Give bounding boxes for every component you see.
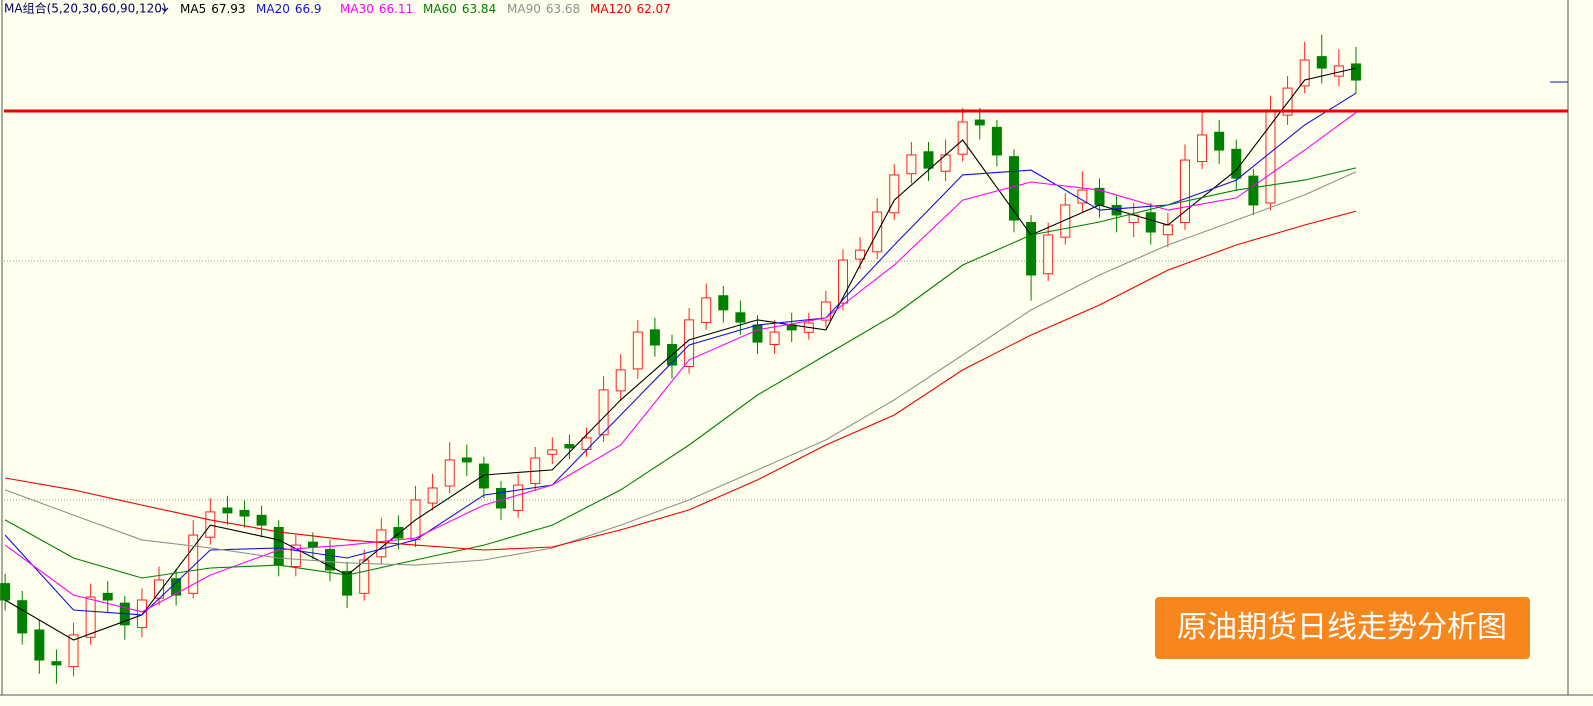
legend-dropdown[interactable] bbox=[161, 7, 169, 12]
candle-body bbox=[752, 324, 763, 343]
candle-body bbox=[342, 570, 353, 596]
legend: MA组合(5,20,30,60,90,120) MA5 67.93 MA20 66.9… bbox=[4, 1, 671, 16]
candle-body bbox=[1145, 212, 1156, 233]
candle-body bbox=[513, 484, 524, 511]
badge-box bbox=[1155, 597, 1530, 659]
annotation: 原油期货日线走势分析图 bbox=[1177, 610, 1507, 645]
annotation-badge: 原油期货日线走势分析图 bbox=[1155, 597, 1530, 659]
candle-body bbox=[85, 596, 96, 638]
legend-name: MA90 bbox=[507, 2, 541, 16]
candle-body bbox=[855, 249, 866, 260]
candle-body bbox=[478, 463, 489, 489]
candle-body bbox=[1179, 159, 1190, 224]
candle-body bbox=[427, 487, 438, 504]
candle-body bbox=[1026, 222, 1037, 276]
legend-name: MA5 bbox=[180, 2, 206, 16]
legend-name: MA30 bbox=[340, 2, 374, 16]
legend-value: 63.84 bbox=[462, 2, 496, 16]
candle-body bbox=[461, 457, 472, 463]
candle-body bbox=[1248, 175, 1259, 206]
candle-body bbox=[1231, 148, 1242, 179]
candle-body bbox=[325, 548, 336, 571]
candle-body bbox=[889, 174, 900, 214]
legend-entry: MA120 62.07 bbox=[590, 2, 671, 16]
candle-body bbox=[923, 151, 934, 169]
candle-body bbox=[564, 444, 575, 449]
candle-body bbox=[837, 259, 848, 304]
candle-body bbox=[136, 599, 147, 629]
candle-body bbox=[1008, 156, 1019, 221]
ma-line bbox=[5, 210, 1357, 551]
candle-body bbox=[256, 514, 267, 526]
legend-entry: MA5 67.93 bbox=[180, 2, 246, 16]
candle-body bbox=[273, 527, 284, 566]
candle-body bbox=[444, 459, 455, 487]
candle-body bbox=[1214, 131, 1225, 151]
candle-body bbox=[598, 389, 609, 436]
legend-entry: MA30 66.11 bbox=[340, 2, 413, 16]
candle-body bbox=[307, 541, 318, 548]
candle-body bbox=[188, 534, 199, 594]
candle-body bbox=[102, 592, 113, 601]
ma-line bbox=[4, 67, 1357, 641]
legend-value: 66.9 bbox=[295, 2, 322, 16]
candle-body bbox=[171, 578, 182, 596]
candle-body bbox=[239, 509, 250, 517]
legend-name: MA20 bbox=[256, 2, 290, 16]
candle-body bbox=[632, 331, 643, 370]
candle-body bbox=[906, 154, 917, 175]
candle-body bbox=[1299, 59, 1310, 87]
legend-value: 62.07 bbox=[636, 2, 670, 16]
plot-area bbox=[0, 34, 1568, 684]
legend-entry: MA20 66.9 bbox=[256, 2, 322, 16]
candle-body bbox=[1316, 56, 1327, 69]
legend-value: 66.11 bbox=[379, 2, 413, 16]
ma-line bbox=[4, 92, 1357, 616]
legend-name: MA60 bbox=[423, 2, 457, 16]
candle-body bbox=[496, 487, 507, 509]
candle-body bbox=[615, 369, 626, 392]
candle-body bbox=[393, 527, 404, 539]
candle-body bbox=[359, 559, 370, 594]
candle-body bbox=[17, 600, 28, 634]
candle-body bbox=[68, 634, 79, 668]
ma-line bbox=[4, 171, 1357, 566]
candle-body bbox=[1077, 189, 1088, 204]
candle-body bbox=[1282, 87, 1293, 116]
candle-body bbox=[51, 661, 62, 666]
candle-body bbox=[820, 301, 831, 321]
candle-body bbox=[1162, 224, 1173, 236]
legend-value: 63.68 bbox=[546, 2, 580, 16]
candle-body bbox=[974, 119, 985, 126]
legend-name: MA120 bbox=[590, 2, 631, 16]
candle-body bbox=[735, 312, 746, 323]
legend-entry: MA60 63.84 bbox=[423, 2, 496, 16]
candle-body bbox=[222, 507, 233, 514]
candle-body bbox=[957, 121, 968, 155]
candle-body bbox=[701, 297, 712, 324]
candle-body bbox=[34, 629, 45, 661]
candle-body bbox=[769, 331, 780, 346]
candle-body bbox=[1350, 63, 1361, 81]
candle-body bbox=[1197, 134, 1208, 163]
candle-body bbox=[1060, 204, 1071, 238]
candle-body bbox=[547, 449, 558, 455]
legend-entry: MA90 63.68 bbox=[507, 2, 580, 16]
candle-body bbox=[1043, 234, 1054, 275]
candle-body bbox=[718, 295, 729, 311]
ma-line bbox=[4, 167, 1357, 579]
legend-title: MA组合(5,20,30,60,90,120) bbox=[4, 1, 167, 16]
candle-body bbox=[649, 329, 660, 346]
legend-value: 67.93 bbox=[211, 2, 245, 16]
candle-body bbox=[376, 529, 387, 558]
candle-body bbox=[290, 544, 301, 568]
candle-body bbox=[581, 437, 592, 450]
candle-body bbox=[0, 583, 11, 601]
candle-body bbox=[991, 126, 1002, 156]
